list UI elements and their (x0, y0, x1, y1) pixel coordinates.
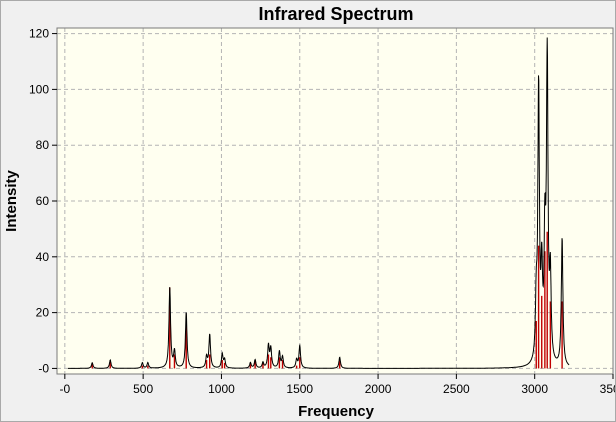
x-tick-label: -0 (59, 382, 70, 396)
x-tick-label: 2500 (443, 382, 470, 396)
y-axis: -0 20 40 60 80 100 120 (29, 27, 57, 375)
x-axis-title: Frequency (298, 403, 375, 420)
x-tick-label: 3000 (521, 382, 548, 396)
y-tick-label: 100 (29, 82, 49, 96)
y-tick-label: 20 (36, 306, 50, 320)
x-tick-label: 2000 (365, 382, 392, 396)
y-tick-label: 60 (36, 194, 50, 208)
y-axis-title: Intensity (3, 170, 20, 232)
x-axis: -0 500 1000 1500 2000 2500 3000 3500 (59, 374, 615, 396)
grid-lines (57, 28, 614, 374)
y-tick-label: 120 (29, 27, 49, 41)
y-tick-label: -0 (38, 361, 49, 375)
y-tick-label: 40 (36, 250, 50, 264)
y-tick-label: 80 (36, 138, 50, 152)
x-tick-label: 3500 (600, 382, 615, 396)
x-tick-label: 500 (133, 382, 153, 396)
spectrum-curve (68, 37, 570, 369)
chart-title: Infrared Spectrum (258, 4, 413, 24)
x-tick-label: 1500 (286, 382, 313, 396)
x-tick-label: 1000 (208, 382, 235, 396)
